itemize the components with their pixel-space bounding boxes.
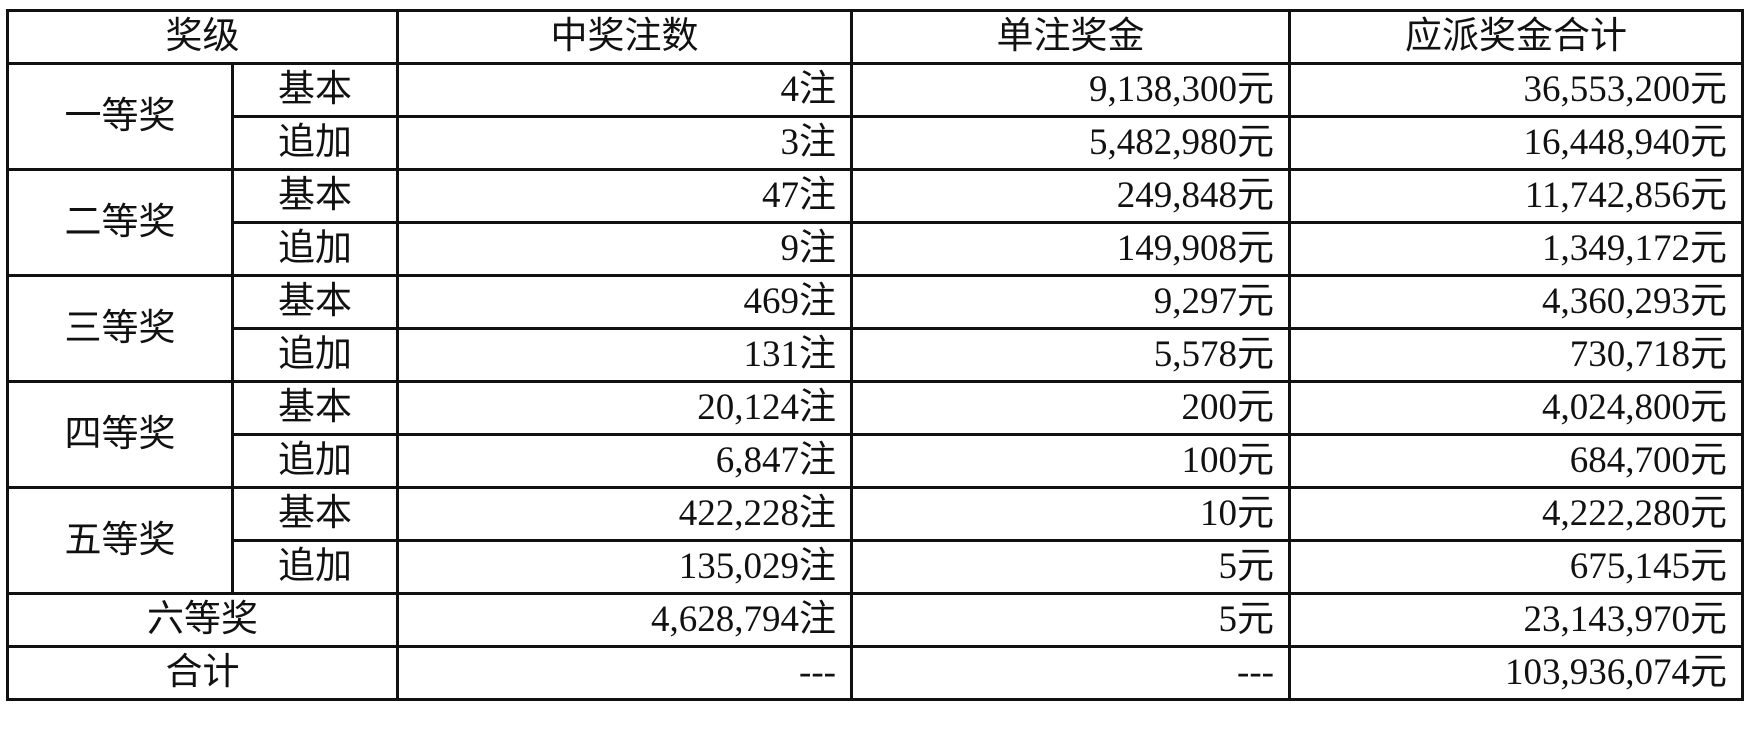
unit-prize: 200元: [850, 380, 1291, 436]
winning-count: 131注: [396, 327, 853, 383]
total-prize: 16,448,940元: [1288, 115, 1744, 171]
header-total: 应派奖金合计: [1288, 9, 1744, 65]
total-prize: 730,718元: [1288, 327, 1744, 383]
table-row: 四等奖 基本 20,124注 200元 4,024,800元: [6, 380, 1744, 489]
winning-count: 6,847注: [396, 433, 853, 489]
table-row: 六等奖 4,628,794注 5元 23,143,970元: [6, 592, 1744, 648]
winning-count: 47注: [396, 168, 853, 224]
table-row: 一等奖 基本 4注 9,138,300元 36,553,200元: [6, 62, 1744, 171]
total-prize: 675,145元: [1288, 539, 1744, 595]
unit-prize: 149,908元: [850, 221, 1291, 277]
bet-type: 追加: [231, 327, 399, 383]
unit-prize: 9,297元: [850, 274, 1291, 330]
total-prize: 4,222,280元: [1288, 486, 1744, 542]
bet-type: 基本: [231, 486, 399, 542]
total-prize: 36,553,200元: [1288, 62, 1744, 118]
winning-count: 4,628,794注: [396, 592, 853, 648]
bet-type: 基本: [231, 380, 399, 436]
bet-type: 追加: [231, 221, 399, 277]
prize-table: 奖级 中奖注数 单注奖金 应派奖金合计 一等奖 基本 4注 9,138,300元 36,…: [6, 9, 1744, 701]
unit-prize: 5,482,980元: [850, 115, 1291, 171]
total-prize: 1,349,172元: [1288, 221, 1744, 277]
prize-level: 六等奖: [6, 592, 399, 648]
total-prize: 4,024,800元: [1288, 380, 1744, 436]
winning-count: 422,228注: [396, 486, 853, 542]
unit-prize: 5,578元: [850, 327, 1291, 383]
table-row: 二等奖 基本 47注 249,848元 11,742,856元: [6, 168, 1744, 277]
bet-type: 基本: [231, 62, 399, 118]
header-row: 奖级 中奖注数 单注奖金 应派奖金合计: [6, 9, 1744, 65]
unit-prize: 5元: [850, 539, 1291, 595]
unit-prize: ---: [850, 645, 1291, 701]
total-prize: 103,936,074元: [1288, 645, 1744, 701]
prize-level: 五等奖: [6, 486, 234, 595]
prize-level: 三等奖: [6, 274, 234, 383]
header-prize: 单注奖金: [850, 9, 1291, 65]
total-prize: 23,143,970元: [1288, 592, 1744, 648]
winning-count: 4注: [396, 62, 853, 118]
total-prize: 684,700元: [1288, 433, 1744, 489]
bet-type: 追加: [231, 433, 399, 489]
unit-prize: 249,848元: [850, 168, 1291, 224]
prize-level: 一等奖: [6, 62, 234, 171]
winning-count: 135,029注: [396, 539, 853, 595]
unit-prize: 10元: [850, 486, 1291, 542]
table-row: 追加 6,847注 100元 684,700元: [8, 433, 1744, 489]
table-row: 三等奖 基本 469注 9,297元 4,360,293元: [6, 274, 1744, 383]
prize-level: 二等奖: [6, 168, 234, 277]
total-prize: 4,360,293元: [1288, 274, 1744, 330]
table-row: 追加 131注 5,578元 730,718元: [8, 327, 1744, 383]
prize-level: 四等奖: [6, 380, 234, 489]
unit-prize: 100元: [850, 433, 1291, 489]
winning-count: 469注: [396, 274, 853, 330]
bet-type: 追加: [231, 539, 399, 595]
winning-count: 3注: [396, 115, 853, 171]
bet-type: 追加: [231, 115, 399, 171]
table-row: 追加 3注 5,482,980元 16,448,940元: [8, 115, 1744, 171]
winning-count: ---: [396, 645, 853, 701]
unit-prize: 9,138,300元: [850, 62, 1291, 118]
sum-row: 合计 --- --- 103,936,074元: [6, 645, 1744, 701]
bet-type: 基本: [231, 274, 399, 330]
winning-count: 9注: [396, 221, 853, 277]
winning-count: 20,124注: [396, 380, 853, 436]
total-prize: 11,742,856元: [1288, 168, 1744, 224]
table-row: 追加 9注 149,908元 1,349,172元: [8, 221, 1744, 277]
bet-type: 基本: [231, 168, 399, 224]
unit-prize: 5元: [850, 592, 1291, 648]
table-row: 五等奖 基本 422,228注 10元 4,222,280元: [6, 486, 1744, 595]
table-row: 追加 135,029注 5元 675,145元: [8, 539, 1744, 595]
header-count: 中奖注数: [396, 9, 853, 65]
header-level: 奖级: [6, 9, 399, 65]
prize-level: 合计: [6, 645, 399, 701]
